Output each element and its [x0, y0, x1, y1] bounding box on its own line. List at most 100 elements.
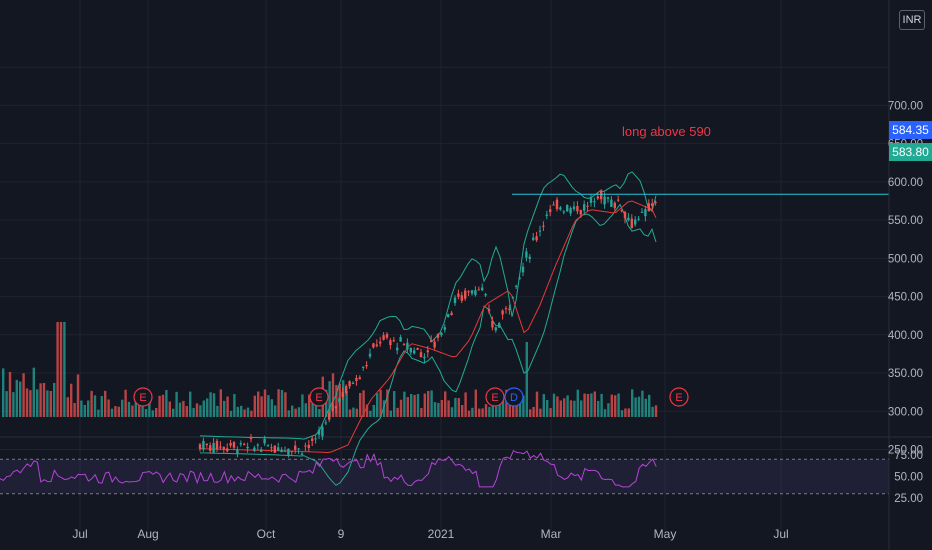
candle	[283, 450, 287, 452]
candle	[559, 207, 562, 210]
candle	[555, 199, 559, 210]
rsi-band	[0, 458, 889, 495]
volume-bar	[559, 400, 562, 417]
candle	[290, 450, 293, 452]
candle	[212, 443, 215, 453]
event-label: E	[491, 392, 498, 404]
candle	[256, 444, 259, 446]
candle	[623, 211, 627, 219]
volume-bar	[355, 408, 358, 417]
candle	[270, 447, 273, 449]
candle	[644, 209, 647, 217]
event-marker: E	[309, 387, 329, 407]
candle	[596, 196, 599, 199]
volume-bar	[410, 393, 413, 417]
candle	[362, 366, 365, 368]
volume-bar	[600, 393, 603, 417]
volume-bar	[233, 394, 236, 417]
volume-bar	[379, 389, 382, 417]
volume-bar	[576, 389, 579, 417]
volume-bar	[32, 367, 35, 417]
currency-badge[interactable]: INR	[899, 10, 925, 30]
volume-bar	[420, 408, 423, 417]
candle	[198, 444, 202, 450]
event-label: E	[315, 392, 322, 404]
volume-bar	[331, 373, 335, 417]
volume-bar	[508, 396, 511, 417]
volume-bar	[277, 389, 280, 417]
volume-bar	[301, 394, 304, 417]
event-label: D	[510, 392, 518, 404]
candle	[521, 266, 525, 273]
candle	[477, 289, 480, 291]
volume-bar	[627, 408, 630, 417]
candle	[202, 440, 205, 450]
candle	[436, 333, 440, 338]
volume-bar	[104, 390, 107, 417]
volume-bars	[2, 322, 658, 417]
candle	[518, 277, 521, 280]
volume-bar	[423, 393, 426, 417]
volume-bar	[495, 406, 498, 417]
candle	[385, 333, 389, 338]
volume-bar	[172, 408, 175, 417]
candle	[627, 217, 630, 221]
volume-bar	[216, 405, 219, 417]
volume-bar	[189, 391, 192, 417]
volume-bar	[376, 393, 379, 417]
volume-bar	[270, 399, 273, 417]
event-circle	[309, 387, 329, 407]
annotation-text[interactable]: long above 590	[622, 124, 711, 139]
volume-bar	[464, 392, 467, 417]
candle	[484, 294, 487, 296]
volume-bar	[308, 394, 311, 417]
volume-bar	[318, 408, 321, 417]
candle	[406, 342, 409, 350]
volume-bar	[144, 409, 148, 417]
volume-bar	[148, 392, 151, 417]
candle	[440, 332, 443, 336]
candle	[338, 398, 341, 403]
bollinger-bands	[199, 171, 657, 486]
volume-bar	[274, 405, 277, 417]
volume-bar	[240, 405, 243, 417]
candle	[576, 206, 579, 212]
volume-bar	[229, 410, 233, 417]
time-tick: Oct	[257, 527, 276, 541]
candle	[433, 341, 436, 348]
candle	[532, 237, 535, 240]
volume-bar	[29, 390, 32, 417]
volume-bar	[263, 389, 267, 417]
volume-bar	[206, 398, 209, 417]
candle	[617, 199, 620, 201]
volume-bar	[226, 396, 229, 417]
candle	[392, 340, 395, 342]
volume-bar	[325, 389, 328, 417]
candle	[647, 203, 650, 212]
candle	[535, 236, 538, 241]
candle	[389, 340, 392, 346]
volume-bar	[36, 389, 39, 417]
candle	[579, 210, 582, 215]
volume-bar	[614, 395, 617, 417]
volume-bar	[481, 408, 484, 417]
volume-bar	[219, 389, 222, 417]
price-tick: 550.00	[888, 215, 923, 227]
volume-bar	[461, 405, 464, 417]
candle	[321, 426, 324, 437]
volume-bar	[556, 396, 559, 417]
candle	[253, 447, 256, 451]
volume-bar	[311, 393, 314, 417]
candle	[372, 343, 375, 348]
volume-bar	[546, 400, 549, 417]
volume-bar	[257, 391, 260, 417]
candle	[341, 392, 344, 397]
candle	[239, 443, 242, 445]
volume-bar	[345, 391, 348, 417]
event-circle	[504, 387, 524, 407]
candle	[260, 449, 263, 452]
volume-bar	[73, 402, 76, 417]
candle	[226, 448, 229, 452]
